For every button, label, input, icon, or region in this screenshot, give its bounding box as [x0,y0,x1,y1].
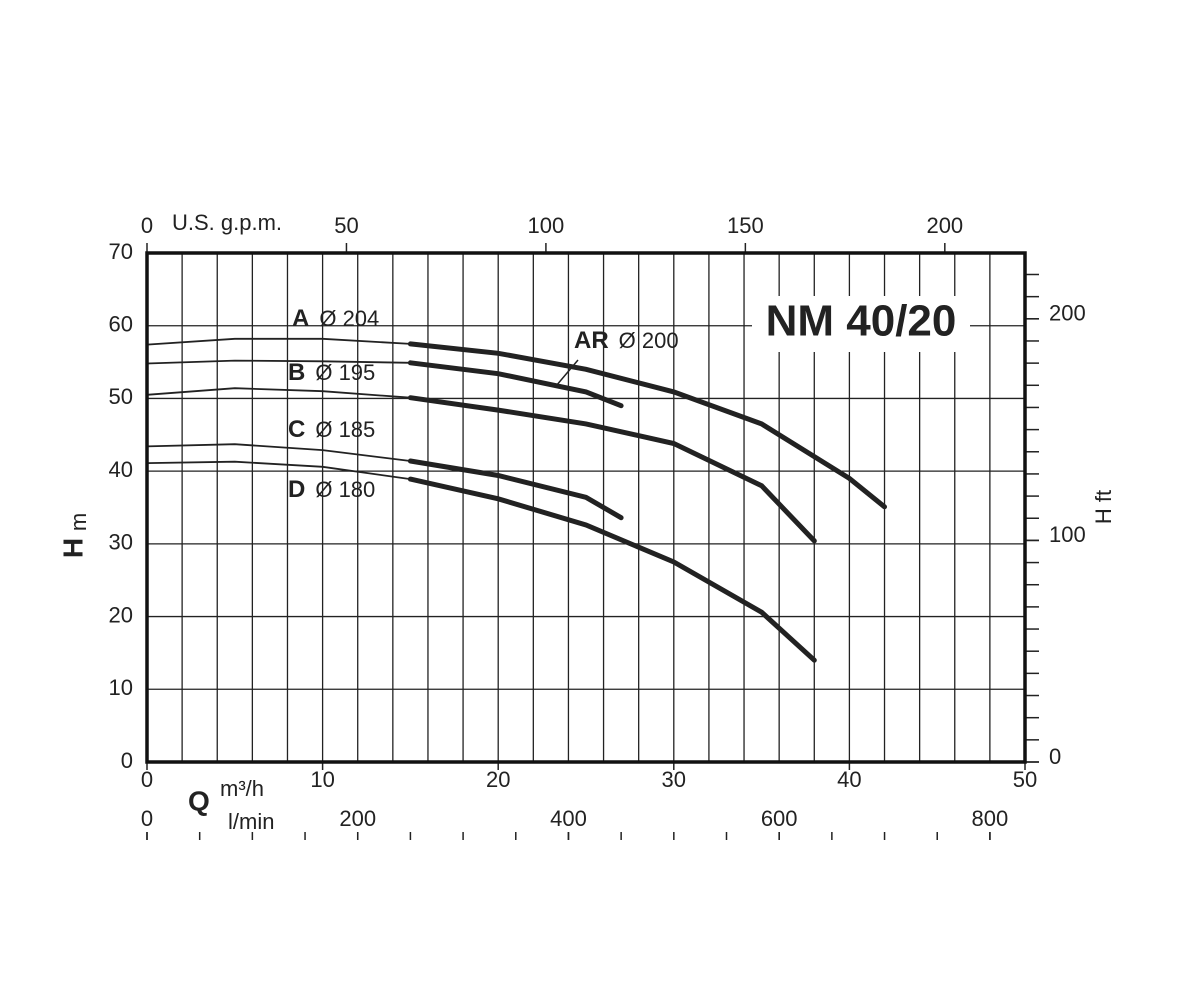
x2-tick-label: 0 [141,213,153,238]
curve-name: AR [574,327,609,354]
x-tick-label: 30 [662,767,686,792]
leader-line [555,359,579,387]
x2-tick-label: 200 [926,213,963,238]
y-tick-label: 60 [109,312,133,337]
x3-axis-label: l/min [228,809,274,834]
curve-name: B [288,359,305,386]
x3-tick-label: 400 [550,806,587,831]
y2-tick-label: 0 [1049,744,1061,769]
curve-label: D Ø 180 [288,476,375,503]
y2-tick-label: 200 [1049,301,1086,326]
curve-diameter: Ø 195 [315,360,375,385]
y-tick-label: 0 [121,748,133,773]
x-axis-label: Q [188,785,210,816]
x-axis-unit: m³/h [220,776,264,801]
x-tick-label: 10 [310,767,334,792]
curve-diameter: Ø 204 [319,306,379,331]
chart-title: NM 40/20 [766,297,957,346]
x-tick-label: 50 [1013,767,1037,792]
y2-axis-label: H ft [1091,490,1116,524]
x3-tick-label: 0 [141,806,153,831]
curve-thick [407,395,817,544]
curve-thick [407,476,817,663]
title-background [752,296,970,352]
curve-name: C [288,416,305,443]
curve-thin [146,359,412,365]
y-axis-label: H [57,538,88,558]
curve-thick [407,360,624,409]
curve-thick [407,341,887,510]
curve-thin [146,443,412,462]
y-axis-unit: m [66,513,91,531]
curve-label: B Ø 195 [288,359,375,386]
curve-label: A Ø 204 [292,305,379,332]
y-tick-label: 70 [109,239,133,264]
curve-thin [146,337,412,346]
curve-diameter: Ø 200 [619,328,679,353]
x3-tick-label: 800 [972,806,1009,831]
curve-name: A [292,305,309,332]
curve-thick [407,458,624,521]
x2-tick-label: 100 [528,213,565,238]
y-tick-label: 30 [109,530,133,555]
curve-name: D [288,476,305,503]
curve-label: C Ø 185 [288,416,375,443]
x-tick-label: 20 [486,767,510,792]
x3-tick-label: 200 [339,806,376,831]
curve-diameter: Ø 180 [315,477,375,502]
x2-tick-label: 50 [334,213,358,238]
y2-tick-label: 100 [1049,522,1086,547]
x2-axis-label: U.S. g.p.m. [172,210,282,235]
y-tick-label: 50 [109,384,133,409]
curve-thin [146,387,412,399]
y-tick-label: 20 [109,602,133,627]
x3-tick-label: 600 [761,806,798,831]
x2-tick-label: 150 [727,213,764,238]
x-tick-label: 40 [837,767,861,792]
y-tick-label: 40 [109,457,133,482]
x-tick-label: 0 [141,767,153,792]
plot-border [145,251,1027,764]
curve-thin [146,460,412,480]
curve-label: AR Ø 200 [574,327,679,354]
y-tick-label: 10 [109,675,133,700]
curve-diameter: Ø 185 [315,417,375,442]
